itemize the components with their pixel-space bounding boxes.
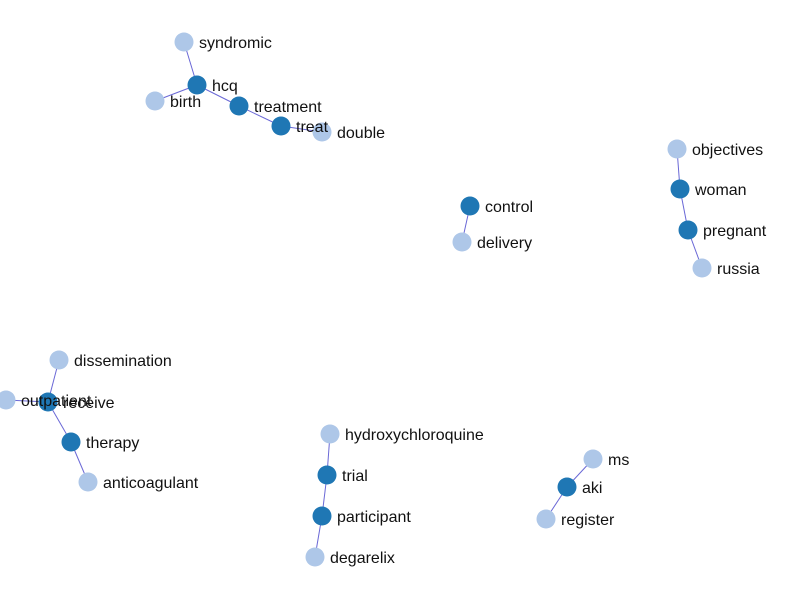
node-label-delivery: delivery xyxy=(477,235,532,252)
node-label-register: register xyxy=(561,512,615,529)
node-control[interactable] xyxy=(460,196,480,216)
node-pregnant[interactable] xyxy=(678,220,698,240)
node-label-double: double xyxy=(337,125,385,142)
node-receive[interactable] xyxy=(38,392,58,412)
node-label-birth: birth xyxy=(170,94,201,111)
node-register[interactable] xyxy=(536,509,556,529)
node-label-treat: treat xyxy=(296,119,329,136)
node-woman[interactable] xyxy=(670,179,690,199)
node-label-hcq: hcq xyxy=(212,78,238,95)
node-anticoagulant[interactable] xyxy=(78,472,98,492)
node-outpatient[interactable] xyxy=(0,390,16,410)
node-birth[interactable] xyxy=(145,91,165,111)
node-treatment[interactable] xyxy=(229,96,249,116)
node-degarelix[interactable] xyxy=(305,547,325,567)
node-label-therapy: therapy xyxy=(86,435,139,452)
node-label-participant: participant xyxy=(337,509,411,526)
node-label-russia: russia xyxy=(717,261,760,278)
node-ms[interactable] xyxy=(583,449,603,469)
node-label-aki: aki xyxy=(582,480,602,497)
node-label-hydroxychloroquine: hydroxychloroquine xyxy=(345,427,484,444)
labels-layer: syndromic hcq birth treatment treat double obj… xyxy=(21,35,767,567)
node-label-ms: ms xyxy=(608,452,629,469)
node-hydroxychloroquine[interactable] xyxy=(320,424,340,444)
node-label-outpatient: outpatient xyxy=(21,393,92,410)
node-label-woman: woman xyxy=(694,182,747,199)
node-double[interactable] xyxy=(312,122,332,142)
node-therapy[interactable] xyxy=(61,432,81,452)
node-dissemination[interactable] xyxy=(49,350,69,370)
node-participant[interactable] xyxy=(312,506,332,526)
node-trial[interactable] xyxy=(317,465,337,485)
node-label-dissemination: dissemination xyxy=(74,353,172,370)
node-delivery[interactable] xyxy=(452,232,472,252)
node-label-anticoagulant: anticoagulant xyxy=(103,475,199,492)
node-label-treatment: treatment xyxy=(254,99,322,116)
node-russia[interactable] xyxy=(692,258,712,278)
node-label-syndromic: syndromic xyxy=(199,35,272,52)
node-label-pregnant: pregnant xyxy=(703,223,767,240)
node-hcq[interactable] xyxy=(187,75,207,95)
node-label-objectives: objectives xyxy=(692,142,763,159)
node-objectives[interactable] xyxy=(667,139,687,159)
node-label-control: control xyxy=(485,199,533,216)
node-aki[interactable] xyxy=(557,477,577,497)
node-label-degarelix: degarelix xyxy=(330,550,395,567)
node-treat[interactable] xyxy=(271,116,291,136)
node-label-receive: receive xyxy=(63,395,115,412)
node-syndromic[interactable] xyxy=(174,32,194,52)
nodes-layer xyxy=(0,32,712,567)
node-label-trial: trial xyxy=(342,468,368,485)
